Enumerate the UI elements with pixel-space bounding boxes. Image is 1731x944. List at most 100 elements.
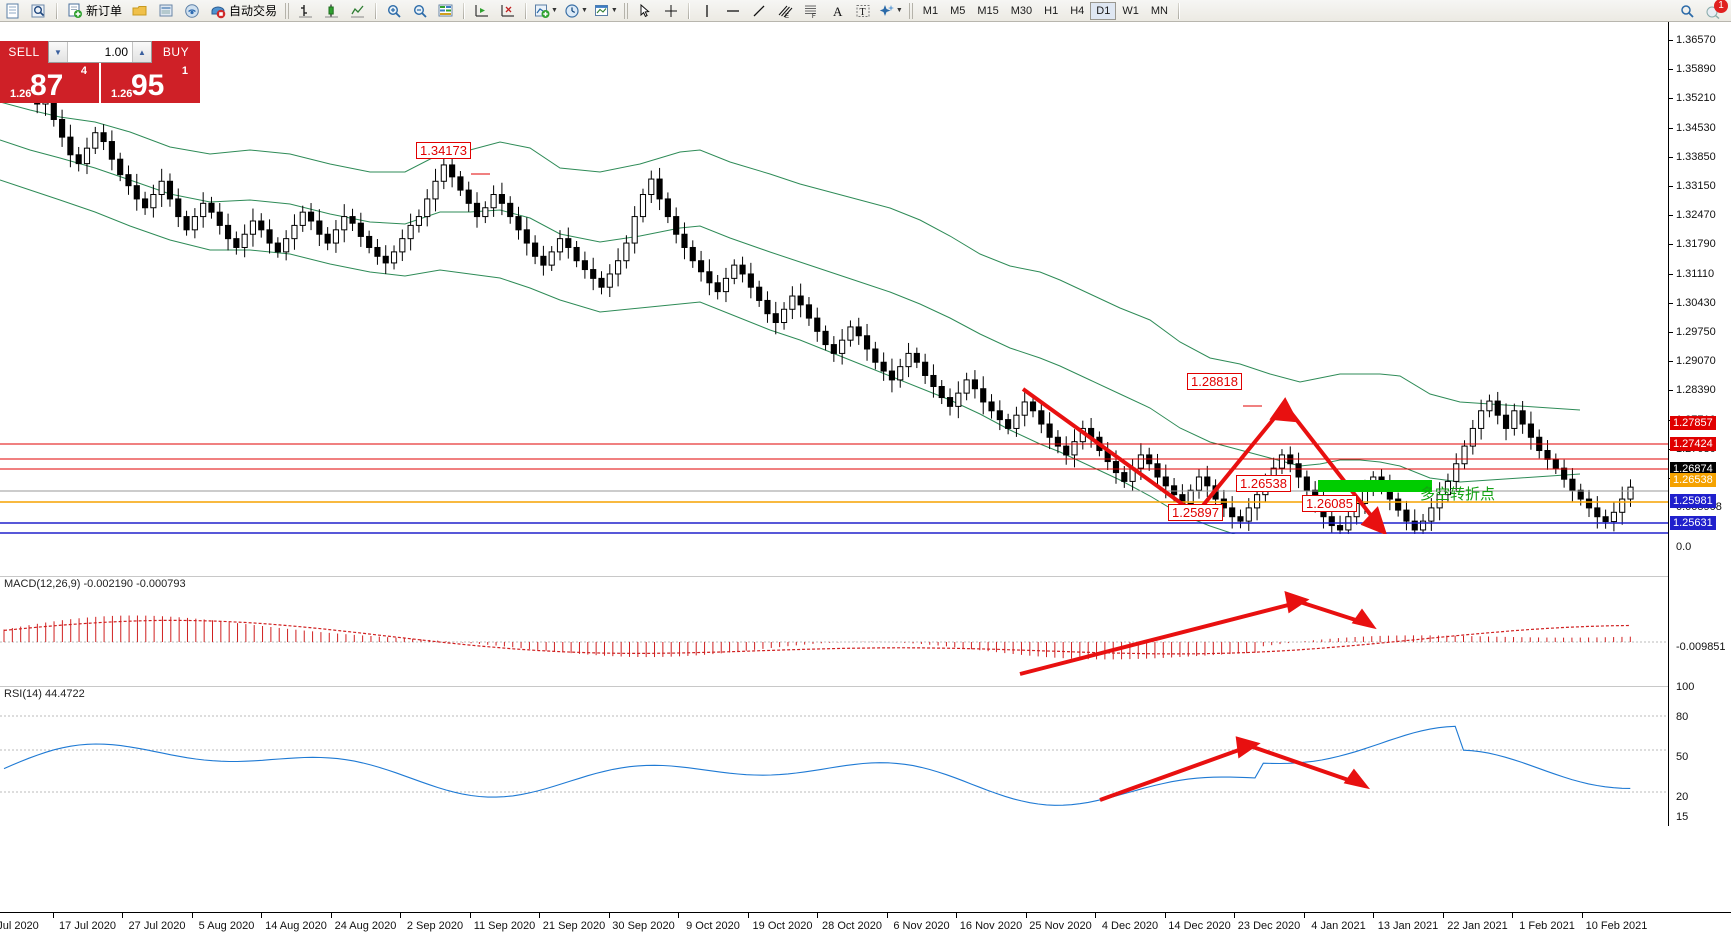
uptrend-arrow-1 — [1194, 403, 1287, 516]
candle-body — [498, 194, 505, 204]
candle-body — [374, 246, 381, 257]
macd-pane[interactable] — [0, 578, 1668, 682]
time-tick — [678, 913, 680, 918]
candle-body — [615, 260, 622, 275]
volume-input[interactable]: 1.00 — [68, 45, 132, 59]
trendline-icon[interactable] — [747, 1, 771, 21]
terminal-icon[interactable] — [154, 1, 178, 21]
folder-icon[interactable] — [128, 1, 152, 21]
timeframe-h4[interactable]: H4 — [1070, 4, 1085, 17]
candle-body — [1336, 525, 1344, 531]
volume-stepper[interactable]: ▼ 1.00 ▲ — [48, 41, 152, 63]
notification-count: 1 — [1714, 0, 1728, 13]
candle-body — [1527, 423, 1534, 438]
time-scale-axis[interactable]: Jul 2020 17 Jul 2020 27 Jul 2020 5 Aug 2020… — [0, 912, 1731, 944]
toolbar-grip — [908, 2, 914, 19]
candle-body — [946, 397, 954, 407]
time-tick-label: 30 Sep 2020 — [612, 920, 675, 932]
zoom-in-icon[interactable] — [382, 1, 406, 21]
chart-grid-icon[interactable] — [434, 1, 458, 21]
time-tick-label: 4 Jan 2021 — [1311, 920, 1366, 932]
fibonacci-icon[interactable]: F — [799, 1, 823, 21]
horizontal-line-icon[interactable] — [721, 1, 745, 21]
chevron-down-icon[interactable]: ▼ — [580, 7, 588, 14]
candle-body — [249, 220, 257, 235]
label-icon[interactable]: T — [851, 1, 875, 21]
sell-price-display[interactable]: 1.26 87 4 — [0, 63, 99, 103]
rsi-pane[interactable] — [0, 688, 1668, 826]
price-scale-axis[interactable]: 1.36570 1.35890 1.35210 1.34530 1.33850 1.331… — [1668, 22, 1731, 826]
time-tick — [608, 913, 610, 918]
timeframe-mn[interactable]: MN — [1150, 4, 1168, 17]
price-tick — [1669, 186, 1673, 187]
line-chart-icon[interactable] — [346, 1, 370, 21]
price-badge-support-1: 1.25981 — [1670, 494, 1716, 508]
candlestick-series — [0, 55, 1634, 534]
bar-chart-icon[interactable] — [294, 1, 318, 21]
time-tick — [747, 913, 749, 918]
candlestick-chart-icon[interactable] — [320, 1, 344, 21]
chart-shift-icon[interactable] — [470, 1, 494, 21]
one-click-trading-panel[interactable]: SELL ▼ 1.00 ▲ BUY 1.26 87 4 1.26 95 1 — [0, 41, 200, 103]
cursor-icon[interactable] — [633, 1, 657, 21]
candle-body — [631, 216, 638, 244]
candle-body — [158, 180, 165, 196]
time-tick — [1373, 913, 1375, 918]
price-tick-label: 1.30430 — [1676, 296, 1716, 309]
search-icon[interactable] — [1675, 1, 1699, 21]
svg-text:A: A — [833, 4, 843, 19]
timeframe-m30[interactable]: M30 — [1010, 4, 1033, 17]
chevron-down-icon[interactable]: ▼ — [895, 7, 903, 14]
sell-button[interactable]: SELL — [0, 41, 48, 63]
candle-body — [515, 216, 522, 231]
timeframe-d1[interactable]: D1 — [1090, 1, 1117, 20]
shapes-icon[interactable]: ▼ — [877, 1, 905, 21]
template-button[interactable]: ▼ — [592, 1, 620, 21]
timeframe-m1[interactable]: M1 — [922, 4, 939, 17]
timeframe-h1[interactable]: H1 — [1044, 4, 1059, 17]
signals-icon[interactable] — [180, 1, 204, 21]
price-chart-pane[interactable] — [0, 22, 1668, 534]
candle-body — [1237, 516, 1244, 522]
candle-body — [722, 277, 730, 293]
candle-body — [1129, 467, 1136, 482]
timeframe-m15[interactable]: M15 — [977, 4, 999, 17]
chevron-down-icon[interactable]: ▼ — [551, 7, 558, 14]
candle-body — [1619, 498, 1626, 513]
time-tick — [539, 913, 541, 918]
period-button[interactable]: ▼ — [562, 1, 590, 21]
time-tick-label: 2 Sep 2020 — [406, 920, 464, 932]
candle-body — [996, 410, 1003, 421]
candle-body — [1021, 401, 1028, 416]
vertical-line-icon[interactable] — [695, 1, 719, 21]
volume-decrease-button[interactable]: ▼ — [49, 42, 68, 62]
timeframe-w1[interactable]: W1 — [1122, 4, 1139, 17]
add-indicator-button[interactable]: ▼ — [532, 1, 560, 21]
chart-search-icon[interactable] — [27, 1, 51, 21]
price-tick — [1669, 244, 1673, 246]
crosshair-icon[interactable] — [659, 1, 683, 21]
chart-autoscroll-icon[interactable] — [496, 1, 520, 21]
volume-value: 1.00 — [104, 45, 128, 59]
buy-price-display[interactable]: 1.26 95 1 — [99, 63, 200, 103]
candle-body — [805, 304, 813, 319]
notification-icon[interactable]: 1 — [1701, 0, 1728, 21]
equidistant-channel-icon[interactable]: E — [773, 1, 797, 21]
zoom-out-icon[interactable] — [408, 1, 432, 21]
candle-body — [1195, 476, 1203, 491]
candle-body — [1428, 507, 1435, 522]
price-tick-label: 1.31790 — [1676, 238, 1716, 251]
volume-increase-button[interactable]: ▲ — [132, 42, 151, 62]
candle-body — [1577, 489, 1584, 500]
new-order-button[interactable]: 新订单 — [63, 1, 126, 21]
candle-body — [1453, 463, 1460, 482]
candle-body — [673, 216, 680, 235]
buy-button[interactable]: BUY — [152, 41, 200, 63]
timeframe-m5[interactable]: M5 — [950, 4, 966, 17]
text-icon[interactable]: A — [825, 1, 849, 21]
chevron-down-icon[interactable]: ▼ — [610, 7, 618, 14]
candle-body — [366, 235, 373, 248]
annotation-recent-low: 1.26085 — [1302, 495, 1357, 512]
autotrading-button[interactable]: 自动交易 — [206, 1, 281, 21]
document-icon[interactable] — [1, 1, 25, 21]
